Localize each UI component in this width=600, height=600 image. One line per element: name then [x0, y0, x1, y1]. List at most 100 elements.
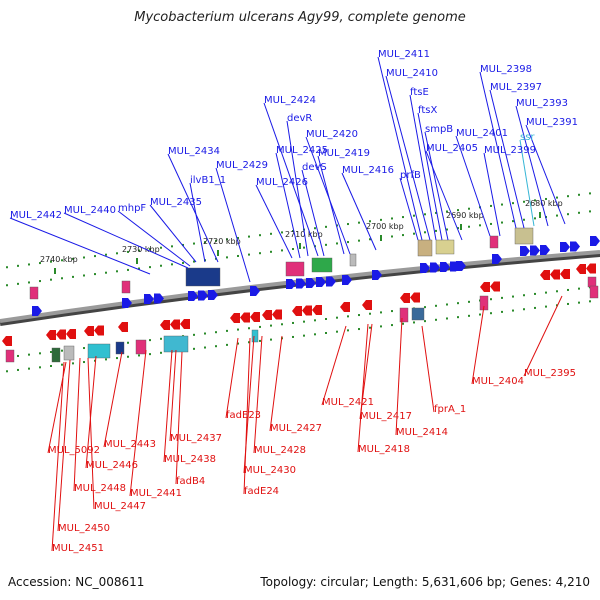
forward-gene-arrow — [440, 262, 450, 272]
bottom-inner-guide-dot — [545, 291, 547, 294]
bottom-outer-guide-dot — [160, 351, 162, 354]
bottom-outer-guide-dot — [501, 310, 503, 313]
forward-gene-arrow — [530, 245, 540, 256]
top-outer-guide-dot — [6, 284, 8, 287]
leader-line — [515, 105, 549, 227]
leader-line — [9, 217, 151, 275]
bottom-outer-guide-dot — [17, 368, 19, 371]
bottom-inner-guide-dot — [83, 347, 85, 350]
label-smpb: smpB — [425, 124, 453, 135]
label-fadb4: fadB4 — [176, 476, 205, 487]
leader-line — [169, 349, 177, 442]
reverse-gene-arrow — [490, 281, 500, 292]
leader-line — [57, 359, 71, 532]
feature-block — [115, 341, 125, 355]
top-inner-guide-dot — [325, 225, 327, 228]
bottom-outer-guide-dot — [534, 306, 536, 309]
label-fpra_1: fprA_1 — [434, 404, 466, 415]
top-inner-guide-dot — [149, 248, 151, 251]
leader-line — [263, 102, 319, 257]
leader-line — [129, 349, 147, 497]
bottom-outer-guide-dot — [523, 308, 525, 311]
top-inner-guide-dot — [83, 256, 85, 259]
top-outer-guide-dot — [270, 250, 272, 253]
leader-line — [341, 172, 377, 251]
reverse-gene-arrow — [540, 270, 550, 280]
label-mul_2426: MUL_2426 — [256, 177, 308, 188]
bottom-outer-guide-dot — [325, 332, 327, 334]
bottom-outer-guide-dot — [259, 339, 261, 342]
leader-line — [149, 204, 197, 263]
feature-block — [411, 307, 425, 321]
forward-gene-arrow — [520, 246, 530, 256]
top-outer-guide-dot — [325, 243, 327, 246]
reverse-gene-arrow — [272, 309, 282, 320]
feature-blocks — [5, 227, 599, 363]
label-mul_2404: MUL_2404 — [472, 376, 524, 387]
top-outer-guide-dot — [138, 267, 140, 270]
bottom-outer-guide-dot — [347, 329, 349, 332]
label-fade23: fadE23 — [226, 410, 261, 421]
reverse-gene-arrow — [262, 310, 272, 320]
leader-line — [87, 357, 95, 510]
bottom-outer-guide-dot — [578, 301, 580, 304]
leader-line — [286, 120, 309, 257]
genome-summary-text: Topology: circular; Length: 5,631,606 bp… — [260, 575, 590, 589]
feature-block — [185, 267, 221, 287]
top-outer-guide-dot — [468, 225, 470, 228]
top-inner-guide-dot — [413, 214, 415, 217]
leader-line — [425, 150, 463, 241]
label-mul_2414: MUL_2414 — [396, 427, 448, 438]
forward-gene-arrow — [456, 261, 466, 271]
leader-line — [525, 124, 566, 225]
reverse-gene-arrow — [84, 326, 94, 336]
top-inner-guide-dot — [94, 255, 96, 258]
forward-gene-arrow — [420, 263, 430, 273]
top-outer-guide-dot — [534, 217, 536, 220]
top-outer-guide-dot — [303, 246, 305, 249]
bottom-outer-guide-dot — [226, 343, 228, 346]
bottom-outer-guide-dot — [358, 328, 360, 331]
bottom-outer-guide-dot — [149, 353, 151, 356]
bottom-inner-guide-dot — [446, 303, 448, 306]
top-inner-guide-dot — [424, 213, 426, 216]
reverse-gene-arrow — [94, 325, 104, 336]
label-ftse: ftsE — [410, 87, 429, 98]
feature-block — [251, 329, 259, 343]
top-outer-guide-dot — [182, 261, 184, 264]
top-outer-guide-dot — [391, 235, 393, 238]
label-mul_2446: MUL_2446 — [86, 460, 138, 471]
label-ilvb1_1: ilvB1_1 — [190, 175, 226, 186]
feature-block — [135, 339, 147, 355]
top-outer-guide-dot — [292, 248, 294, 251]
label-mul_2398: MUL_2398 — [480, 64, 532, 75]
top-inner-guide-dot — [226, 238, 228, 241]
bottom-inner-guide-dot — [391, 310, 393, 313]
top-inner-guide-dot — [589, 192, 591, 195]
forward-gene-arrow — [372, 270, 382, 280]
feature-block — [121, 280, 131, 294]
top-outer-guide-dot — [589, 210, 591, 213]
bottom-inner-guide-dot — [303, 320, 305, 323]
label-mul_2391: MUL_2391 — [526, 117, 578, 128]
bottom-outer-guide-dot — [413, 321, 415, 324]
feature-block — [5, 349, 15, 363]
bottom-inner-guide-dot — [358, 314, 360, 317]
label-prfb: prfB — [400, 170, 421, 181]
top-inner-guide-dot — [50, 260, 52, 263]
top-inner-guide-dot — [204, 241, 206, 244]
reverse-gene-arrow — [230, 313, 240, 323]
label-mul_2401: MUL_2401 — [456, 128, 508, 139]
leader-line — [175, 351, 183, 485]
top-outer-guide-dot — [281, 249, 283, 252]
leader-line — [519, 139, 535, 227]
top-inner-guide-dot — [259, 234, 261, 237]
top-inner-guide-dot — [534, 199, 536, 202]
bottom-inner-guide-dot — [270, 324, 272, 327]
label-mul_2437: MUL_2437 — [170, 433, 222, 444]
bottom-inner-guide-dot — [336, 316, 338, 319]
reverse-gene-arrow — [160, 320, 170, 330]
top-inner-guide-dot — [270, 232, 272, 235]
forward-gene-arrow — [122, 298, 132, 308]
